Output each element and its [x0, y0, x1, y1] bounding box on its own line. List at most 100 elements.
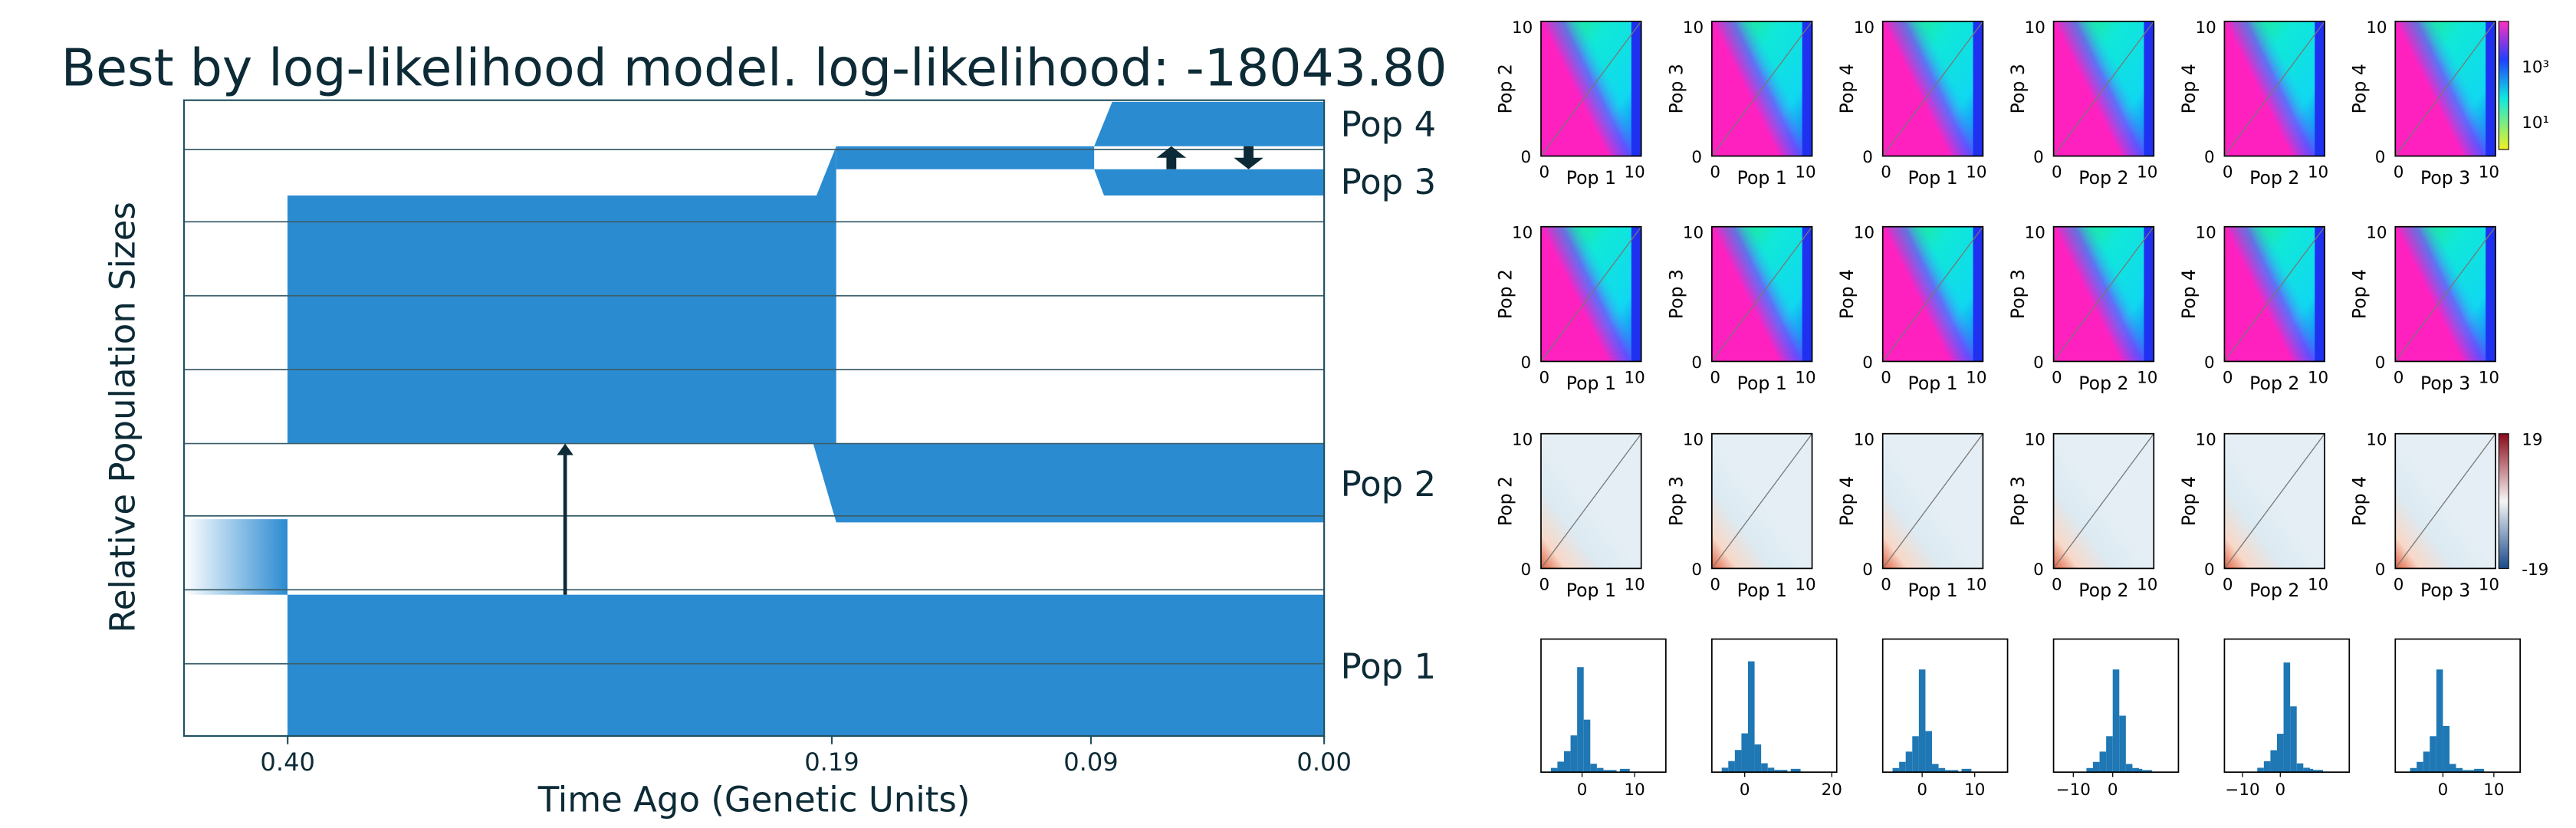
diagonal [2394, 433, 2496, 569]
histogram-bar [1590, 764, 1597, 773]
panel-tick: 10 [1683, 431, 1704, 450]
colorbar-label: 10¹ [2522, 113, 2549, 133]
panel-tick: 0 [1710, 368, 1720, 387]
histogram-bar [1564, 751, 1571, 773]
panel-tick: 10 [1795, 163, 1815, 182]
migration-arrows [557, 146, 1263, 595]
panel-tick: 10 [1854, 224, 1875, 243]
panel-x-label: Pop 1 [1737, 580, 1787, 601]
heatmap-edge [1973, 21, 1983, 156]
histogram-bar [1790, 768, 1801, 773]
panel-frame [1711, 20, 1813, 157]
panel-tick: 0 [2204, 353, 2215, 373]
panel-x-label: Pop 3 [2420, 580, 2470, 601]
histogram-bar [2106, 736, 2113, 773]
histogram-bar [2469, 770, 2476, 773]
panel-tick: 10 [1795, 368, 1815, 387]
population-band [813, 443, 1325, 523]
population-label: Pop 1 [1341, 646, 1437, 687]
panel-frame [1711, 225, 1813, 363]
x-tick-label: 0.40 [260, 748, 315, 777]
histogram-tick-label: 0 [1917, 780, 1927, 800]
panel-tick: 10 [2308, 575, 2328, 594]
panel-frame [1540, 20, 1642, 157]
panel-tick: 10 [2479, 575, 2499, 594]
panel-y-label: Pop 4 [2178, 476, 2200, 526]
histogram-bar [1892, 767, 1900, 773]
heatmap-edge [2144, 21, 2154, 156]
diagonal [2053, 226, 2154, 362]
panel-frame [2052, 20, 2155, 157]
x-tick-label: 0.19 [804, 748, 859, 777]
panel-tick: 0 [1710, 575, 1720, 594]
heatmap-edge [1631, 21, 1641, 156]
panel-tick: 0 [1691, 353, 1702, 373]
panel-tick: 10 [2366, 18, 2387, 38]
histogram-bar [2112, 669, 2120, 773]
histogram-bar [1951, 770, 1959, 773]
spectrum-panels: Pop 2 Pop 1 0 10 0 10 Pop 3 Pop 1 0 10 0 10 Pop 4 Pop… [1494, 18, 2549, 800]
panel-frame [2223, 20, 2325, 157]
panel-frame [1881, 432, 1984, 570]
population-band [288, 146, 836, 444]
panel-tick: 10 [1966, 368, 1986, 387]
panel-tick: 10 [2366, 431, 2387, 450]
x-axis-label: Time Ago (Genetic Units) [537, 780, 971, 820]
diagonal [2223, 21, 2325, 156]
histogram-bar [1603, 770, 1610, 773]
histogram-bar [2296, 763, 2304, 773]
population-label: Pop 3 [1341, 162, 1437, 202]
diagonal [1711, 21, 1813, 156]
histogram-bar [2456, 767, 2463, 773]
panel-frame [2223, 225, 2325, 363]
panel-tick: 0 [2394, 368, 2404, 387]
panel-tick: 10 [2195, 18, 2216, 38]
diagonal [2223, 226, 2325, 362]
histogram-bar [2290, 706, 2297, 773]
histogram-bar [2125, 764, 2133, 773]
histogram-bar [2316, 770, 2323, 773]
population-band [288, 594, 1325, 736]
histogram-bar [1754, 744, 1762, 773]
panel-frame [2394, 20, 2496, 157]
plot-frame [182, 99, 1326, 738]
panel-tick: 0 [2394, 575, 2404, 594]
panel-frame [1540, 225, 1642, 363]
heatmap-edge [1802, 21, 1812, 156]
diagonal [1540, 226, 1642, 362]
panel-tick: 0 [2052, 368, 2062, 387]
histogram-bar [1596, 767, 1604, 773]
panel-y-label: Pop 3 [2007, 476, 2029, 526]
histogram-bar [1741, 733, 1748, 773]
histogram-bar [1570, 735, 1578, 773]
panel-tick: 0 [2052, 575, 2062, 594]
histogram-bar [2443, 725, 2450, 773]
panel-tick: 0 [1521, 353, 1532, 373]
panel-y-label: Pop 4 [2349, 64, 2371, 113]
heatmap-edge [2486, 226, 2496, 362]
panel-x-label: Pop 1 [1737, 373, 1787, 394]
diagonal [1711, 226, 1813, 362]
panel-x-label: Pop 1 [1566, 373, 1616, 394]
histogram-bar [2093, 761, 2100, 773]
panel-tick: 0 [2375, 560, 2386, 580]
panel-y-label: Pop 2 [1494, 64, 1516, 113]
panel-tick: 0 [2375, 353, 2386, 373]
panel-tick: 10 [1512, 224, 1533, 243]
panel-tick: 0 [1539, 368, 1549, 387]
panel-tick: 10 [2308, 163, 2328, 182]
histogram-bar [2099, 751, 2107, 773]
panel-tick: 0 [2033, 560, 2044, 580]
panel-x-label: Pop 2 [2078, 167, 2128, 189]
histogram-bar [2119, 715, 2126, 773]
histogram-tick-label: −10 [2056, 780, 2091, 800]
histogram-bar [2132, 768, 2143, 773]
histogram-bar [1912, 736, 1919, 773]
histogram-bar [2430, 736, 2436, 773]
histogram-bar [1938, 767, 1946, 773]
panel-tick: 0 [1521, 148, 1532, 167]
histogram-bar [2263, 761, 2271, 773]
histogram-tick-label: 0 [1577, 780, 1588, 800]
heatmap-edge [2486, 21, 2496, 156]
panel-x-label: Pop 1 [1737, 167, 1787, 189]
